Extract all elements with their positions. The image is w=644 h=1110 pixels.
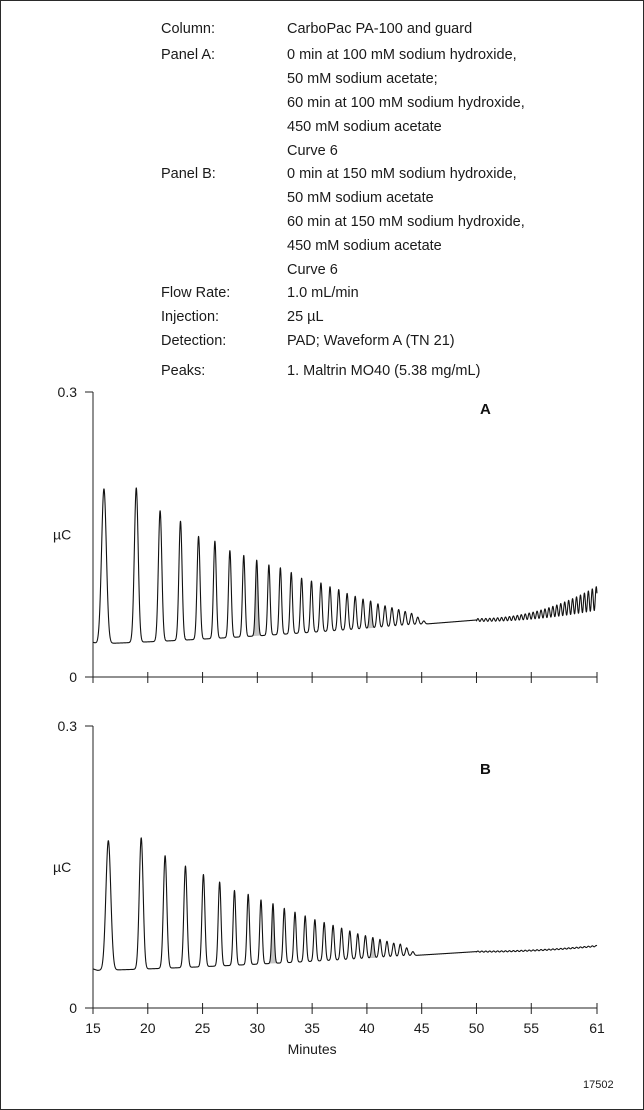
x-tick-label: 30 xyxy=(250,1020,266,1036)
condition-value: 0 min at 150 mM sodium hydroxide, xyxy=(287,166,517,182)
figure-id: 17502 xyxy=(583,1079,614,1091)
condition-value: 25 µL xyxy=(287,309,324,325)
panel-label: A xyxy=(480,401,491,418)
y-tick-label: 0.3 xyxy=(58,718,78,734)
condition-label: Detection: xyxy=(161,333,227,349)
x-tick-label: 55 xyxy=(523,1020,539,1036)
x-tick-label: 40 xyxy=(359,1020,375,1036)
condition-value: 50 mM sodium acetate xyxy=(287,190,434,206)
condition-value: 60 min at 100 mM sodium hydroxide, xyxy=(287,95,525,111)
condition-label: Injection: xyxy=(161,309,220,325)
condition-value: 450 mM sodium acetate xyxy=(287,238,442,254)
condition-value: 450 mM sodium acetate xyxy=(287,119,442,135)
panel-label: B xyxy=(480,761,491,778)
x-tick-label: 15 xyxy=(85,1020,101,1036)
x-tick-label: 20 xyxy=(140,1020,156,1036)
condition-value: 1.0 mL/min xyxy=(287,285,359,301)
x-tick-label: 45 xyxy=(414,1020,430,1036)
condition-value: Curve 6 xyxy=(287,143,338,159)
condition-value: 0 min at 100 mM sodium hydroxide, xyxy=(287,47,517,63)
condition-value: 50 mM sodium acetate; xyxy=(287,71,438,87)
y-tick-label: 0 xyxy=(69,669,77,685)
condition-label: Flow Rate: xyxy=(161,285,231,301)
condition-label: Panel B: xyxy=(161,166,216,182)
chromatogram-trace xyxy=(92,487,598,644)
chromatogram-trace xyxy=(92,837,598,971)
x-tick-label: 50 xyxy=(469,1020,485,1036)
x-tick-label: 61 xyxy=(589,1020,605,1036)
y-tick-label: 0.3 xyxy=(58,384,78,400)
condition-label: Column: xyxy=(161,21,215,37)
y-tick-label: 0 xyxy=(69,1000,77,1016)
x-tick-label: 25 xyxy=(195,1020,211,1036)
chromatography-conditions: Column: CarboPac PA-100 and guard Panel A:… xyxy=(0,0,644,380)
y-axis-label: µC xyxy=(53,859,71,875)
y-axis-label: µC xyxy=(53,527,71,543)
condition-value: CarboPac PA-100 and guard xyxy=(287,21,473,37)
condition-value: Curve 6 xyxy=(287,262,338,278)
x-tick-label: 35 xyxy=(304,1020,320,1036)
x-axis-label: Minutes xyxy=(288,1041,337,1057)
condition-value: 1. Maltrin MO40 (5.38 mg/mL) xyxy=(287,363,481,379)
condition-label: Panel A: xyxy=(161,47,216,63)
condition-value: 60 min at 150 mM sodium hydroxide, xyxy=(287,214,525,230)
condition-value: PAD; Waveform A (TN 21) xyxy=(287,333,455,349)
condition-label: Peaks: xyxy=(161,363,206,379)
